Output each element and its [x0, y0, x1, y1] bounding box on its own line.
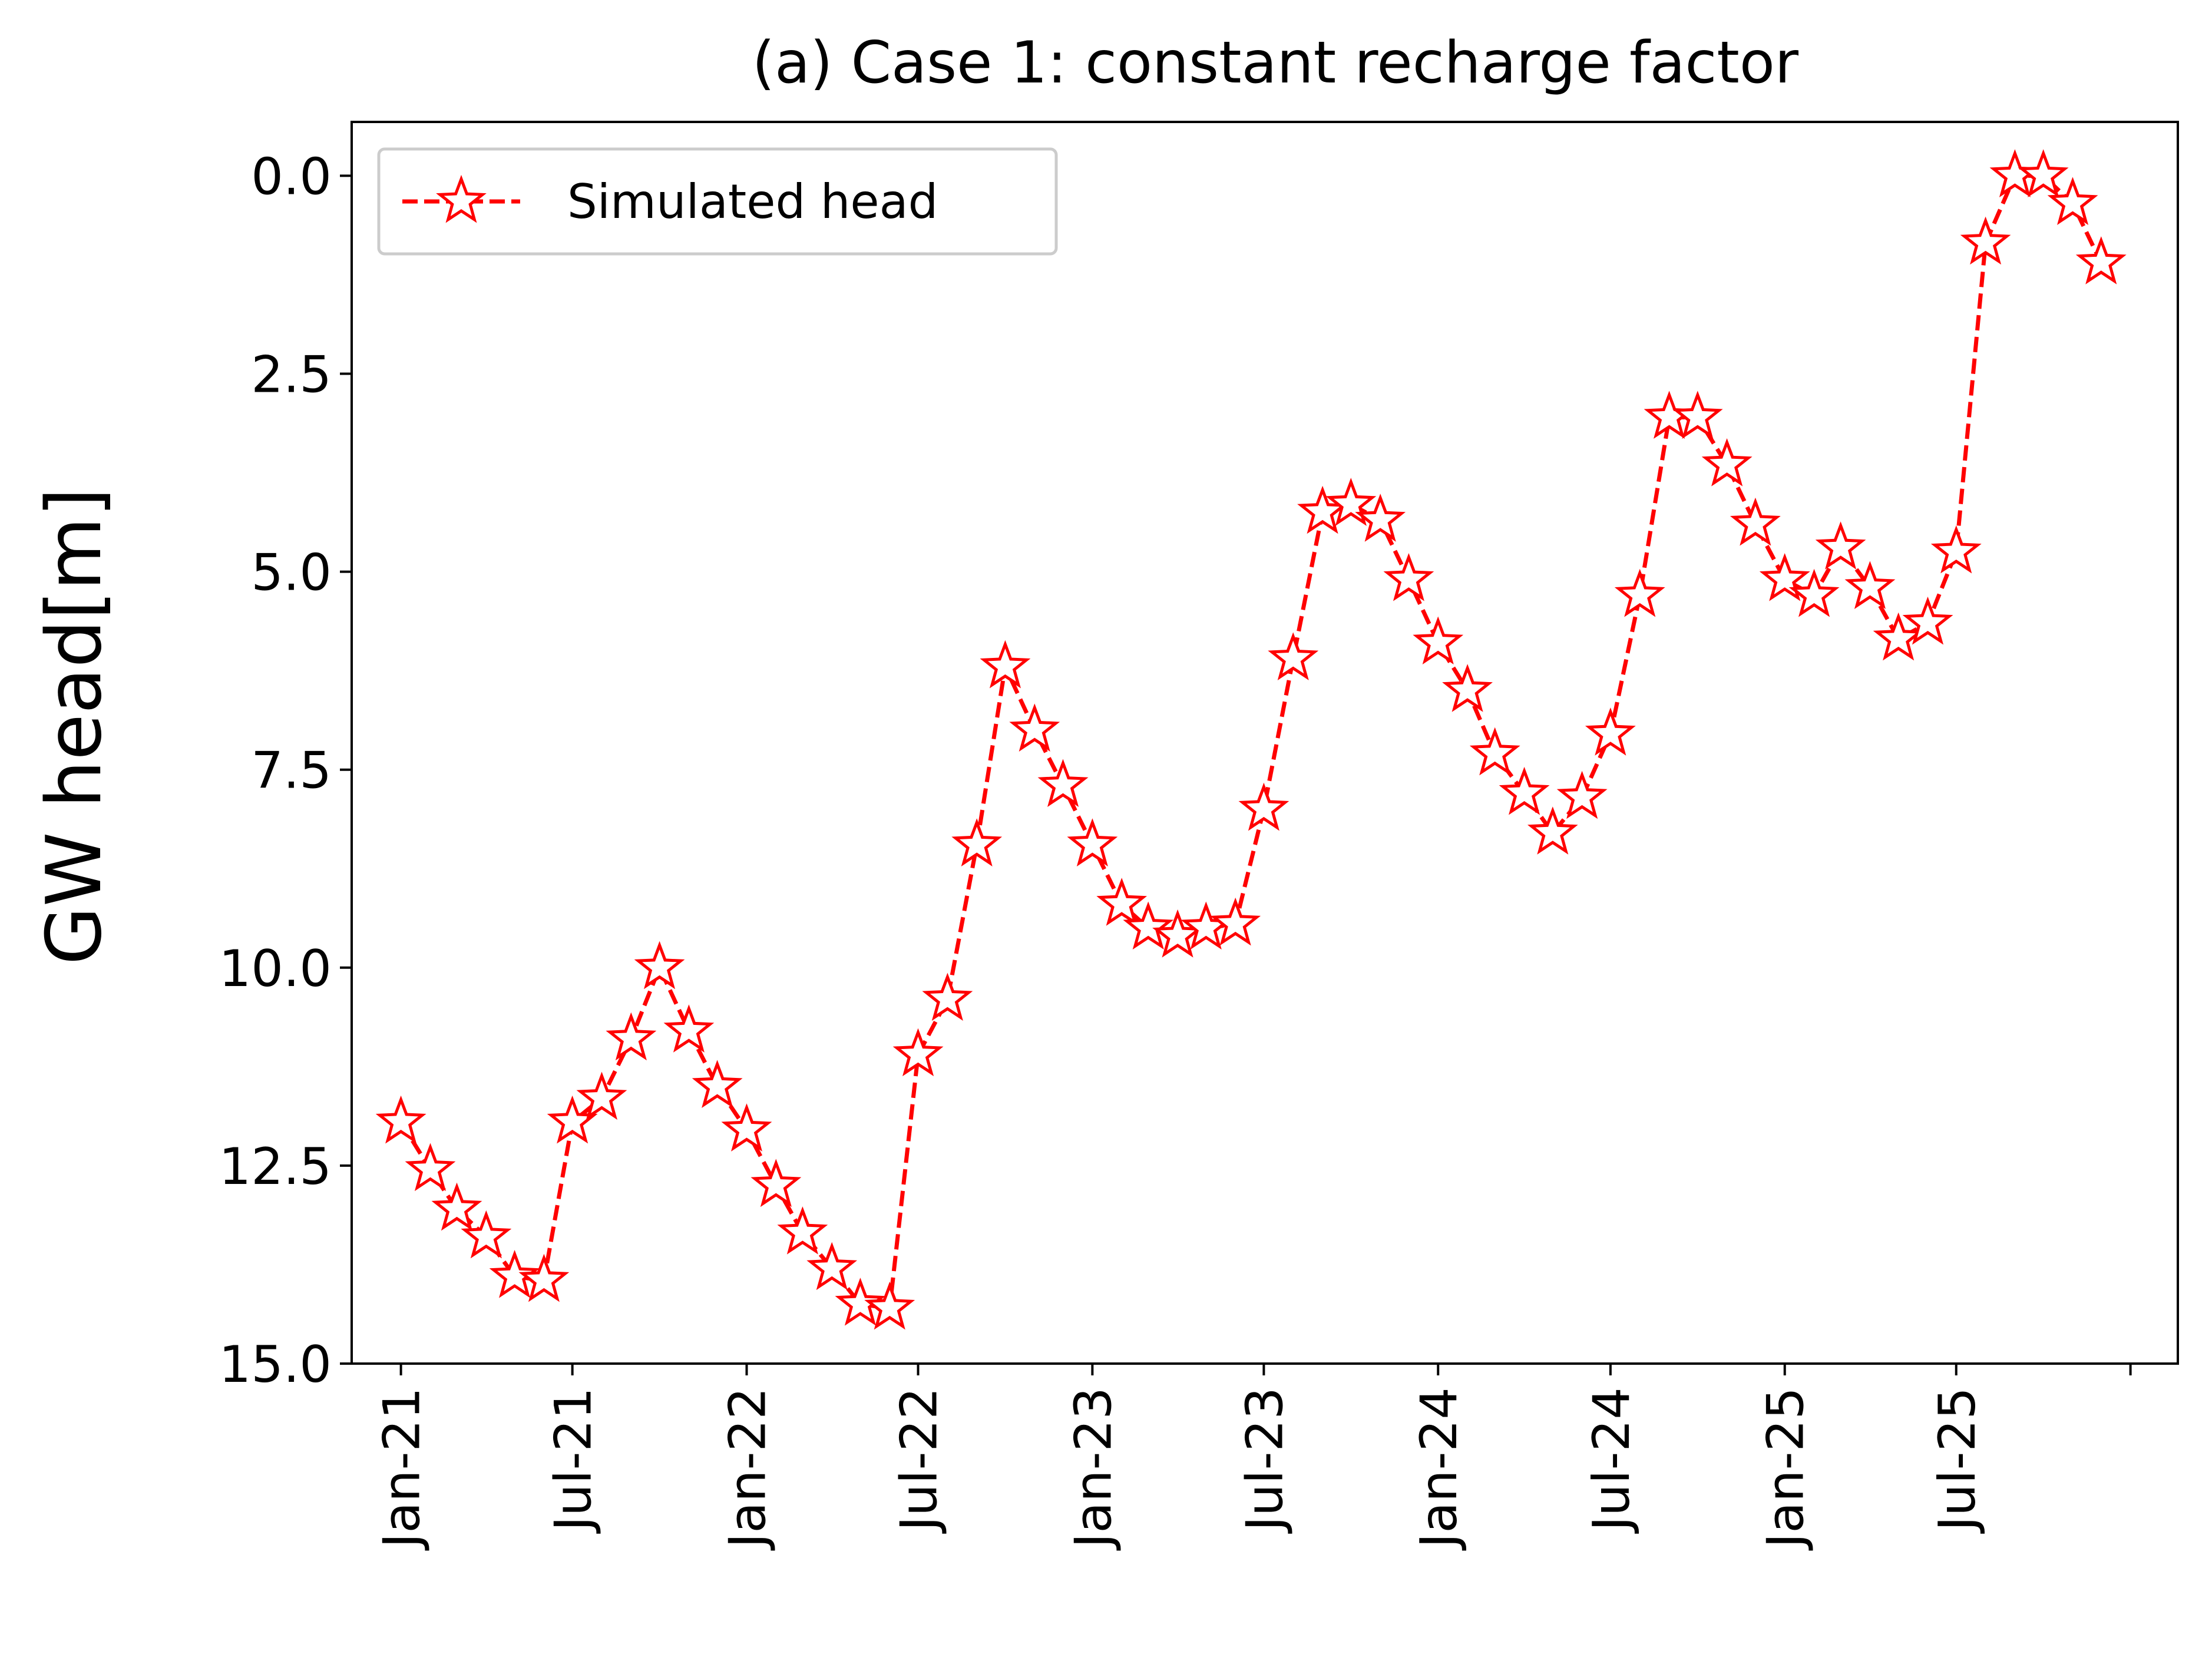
- x-tick-label: Jan-21: [373, 1387, 432, 1551]
- legend: Simulated head: [377, 147, 1058, 256]
- data-point: [951, 818, 1003, 866]
- axes-frame: [351, 121, 2179, 1365]
- x-tick-label: Jul-21: [544, 1387, 603, 1534]
- data-point: [1556, 770, 1608, 819]
- data-point: [1701, 438, 1753, 487]
- y-tick-label: 7.5: [251, 742, 332, 800]
- data-point: [663, 1004, 715, 1053]
- data-point: [1009, 703, 1060, 752]
- data-point: [1759, 553, 1810, 601]
- x-tick-label: Jan-25: [1757, 1387, 1816, 1551]
- data-point: [1210, 897, 1261, 946]
- data-point: [1067, 818, 1118, 866]
- y-tick-label: 10.0: [219, 939, 332, 998]
- data-point: [1585, 707, 1636, 756]
- data-point: [1123, 901, 1174, 950]
- data-point: [2075, 236, 2127, 284]
- data-point: [777, 1206, 828, 1255]
- data-point: [980, 640, 1031, 689]
- data-point: [1844, 561, 1896, 609]
- x-tick-label: Jul-25: [1928, 1387, 1987, 1534]
- y-tick-label: 2.5: [251, 346, 332, 405]
- x-tick-label: Jul-22: [890, 1387, 949, 1534]
- x-tick-label: Jul-23: [1235, 1387, 1294, 1534]
- plot-area: 0.0 2.5 5.0 7.5 10.0 12.5 15.0 Jan-21 Jul-21 Jan-…: [219, 121, 2179, 1551]
- x-tick-label: Jan-24: [1410, 1387, 1469, 1551]
- data-point: [692, 1060, 743, 1108]
- x-tick-label: Jan-22: [718, 1387, 777, 1551]
- data-point: [1873, 612, 1924, 661]
- data-point: [2018, 149, 2069, 197]
- data-point: [1960, 216, 2011, 265]
- legend-star-marker: [436, 174, 487, 223]
- data-point: [431, 1182, 482, 1231]
- y-tick-label: 0.0: [251, 147, 332, 206]
- x-tick-label: Jul-24: [1582, 1387, 1641, 1534]
- data-point: [1788, 568, 1840, 617]
- data-point: [576, 1071, 627, 1120]
- data-point: [1238, 782, 1289, 831]
- data-point: [1268, 632, 1319, 680]
- data-point: [1442, 664, 1493, 712]
- data-point: [405, 1143, 456, 1192]
- y-axis-label: GW head[m]: [31, 488, 118, 965]
- data-point: [721, 1103, 772, 1152]
- data-point: [835, 1278, 886, 1326]
- data-point: [634, 941, 685, 990]
- data-point: [2047, 177, 2098, 225]
- data-point: [750, 1159, 802, 1208]
- data-point: [1355, 494, 1406, 542]
- y-tick-label: 15.0: [219, 1335, 332, 1394]
- data-point: [1730, 497, 1781, 546]
- data-point: [922, 972, 973, 1021]
- y-tick-label: 12.5: [219, 1137, 332, 1196]
- data-point: [1902, 596, 1953, 645]
- data-point: [489, 1249, 540, 1298]
- data-point: [518, 1253, 570, 1302]
- data-point: [1037, 759, 1089, 808]
- data-point: [1614, 568, 1665, 617]
- data-point: [606, 1012, 657, 1061]
- data-point: [1469, 727, 1520, 776]
- data-point: [1815, 521, 1866, 570]
- legend-label: Simulated head: [567, 174, 938, 229]
- legend-frame: [377, 147, 1058, 256]
- data-point: [375, 1095, 426, 1144]
- y-tick-label: 5.0: [251, 544, 332, 603]
- data-point: [1325, 478, 1377, 526]
- data-point: [1383, 553, 1434, 601]
- data-point: [1499, 766, 1550, 815]
- data-point: [1413, 616, 1464, 665]
- x-tick-label: Jan-23: [1064, 1387, 1123, 1551]
- data-point: [864, 1281, 915, 1330]
- data-point: [806, 1242, 858, 1291]
- data-point: [1930, 525, 1982, 574]
- data-point: [461, 1210, 512, 1259]
- data-point: [892, 1028, 944, 1077]
- chart-title: (a) Case 1: constant recharge factor: [752, 29, 1799, 97]
- data-point: [1672, 391, 1723, 439]
- data-point: [1527, 806, 1578, 855]
- data-point: [1096, 878, 1148, 926]
